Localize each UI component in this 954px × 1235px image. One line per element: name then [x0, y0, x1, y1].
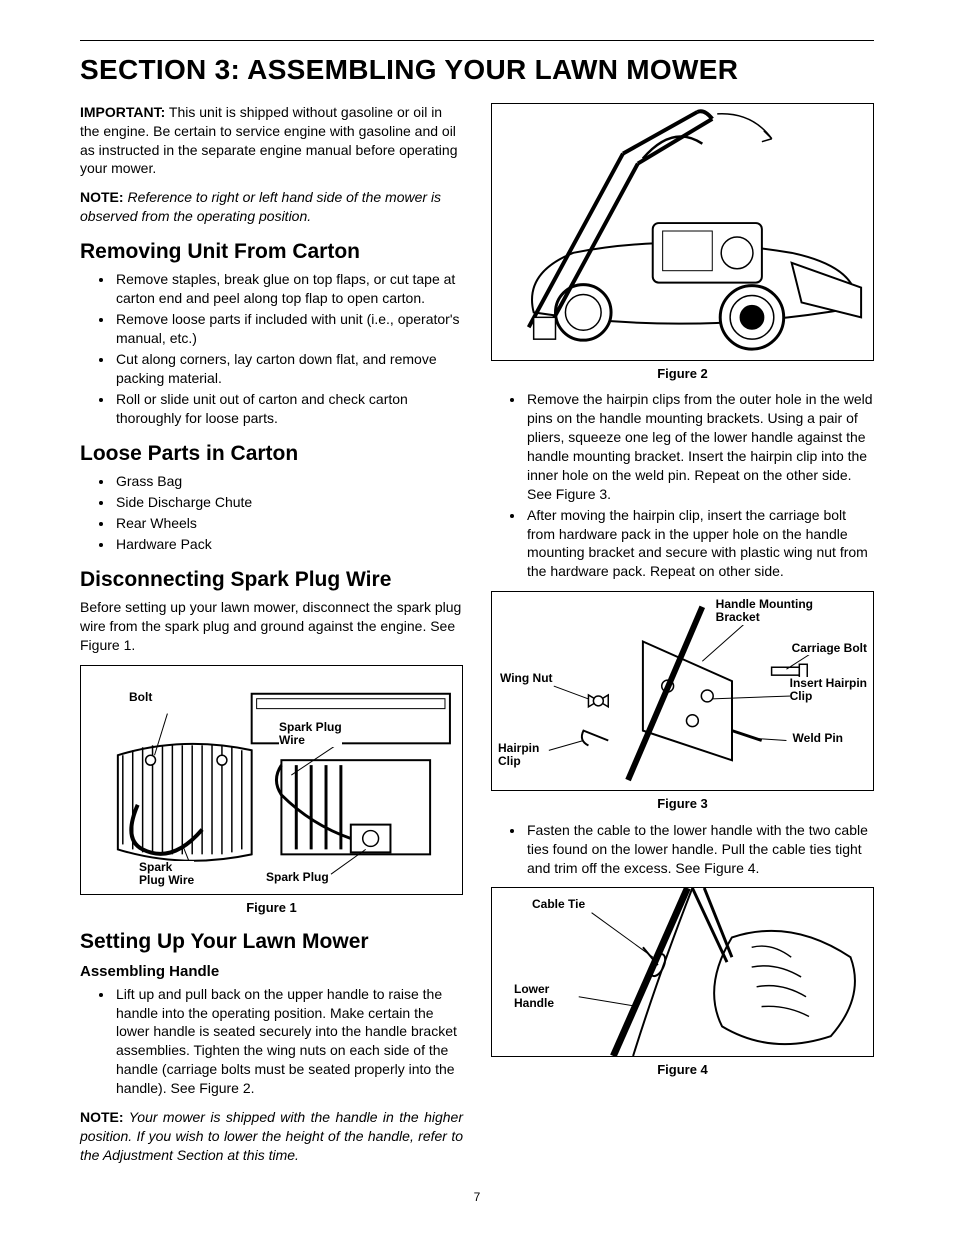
right-bullets-b: Fasten the cable to the lower handle wit… — [491, 821, 874, 878]
heading-setup-mower: Setting Up Your Lawn Mower — [80, 928, 463, 956]
note-label: NOTE: — [80, 189, 124, 205]
fig3-label-bracket: Handle Mounting Bracket — [716, 598, 813, 624]
figure-2-box — [491, 103, 874, 361]
note-handle-position: NOTE: Your mower is shipped with the han… — [80, 1108, 463, 1165]
heading-disconnect-spark: Disconnecting Spark Plug Wire — [80, 566, 463, 594]
figure-3-box: Handle Mounting Bracket Carriage Bolt Wi… — [491, 591, 874, 791]
important-note: IMPORTANT: This unit is shipped without … — [80, 103, 463, 179]
note2-label: NOTE: — [80, 1109, 124, 1125]
list-item: Roll or slide unit out of carton and che… — [114, 390, 463, 428]
note-side-reference: NOTE: Reference to right or left hand si… — [80, 188, 463, 226]
list-item: Remove the hairpin clips from the outer … — [525, 390, 874, 503]
list-item: Fasten the cable to the lower handle wit… — [525, 821, 874, 878]
list-item: Remove staples, break glue on top flaps,… — [114, 270, 463, 308]
fig4-label-cable-tie: Cable Tie — [532, 898, 585, 911]
fig1-label-spark-wire-top: Spark Plug Wire — [279, 721, 342, 747]
fig3-label-wing-nut: Wing Nut — [500, 672, 553, 685]
fig3-label-insert-hairpin: Insert Hairpin Clip — [790, 677, 867, 703]
fig1-label-spark-wire-bottom: Spark Plug Wire — [139, 861, 194, 887]
fig3-label-hairpin-clip: Hairpin Clip — [498, 742, 539, 768]
fig4-label-lower-handle: Lower Handle — [514, 983, 554, 1009]
list-item: Lift up and pull back on the upper handl… — [114, 985, 463, 1098]
fig3-label-weld-pin: Weld Pin — [793, 732, 843, 745]
important-label: IMPORTANT: — [80, 104, 165, 120]
heading-loose-parts: Loose Parts in Carton — [80, 440, 463, 468]
spark-intro: Before setting up your lawn mower, disco… — [80, 598, 463, 655]
heading-removing-unit: Removing Unit From Carton — [80, 238, 463, 266]
fig1-label-bolt: Bolt — [129, 691, 152, 704]
assembling-handle-list: Lift up and pull back on the upper handl… — [80, 985, 463, 1098]
list-item: After moving the hairpin clip, insert th… — [525, 506, 874, 582]
page-number: 7 — [80, 1189, 874, 1205]
list-item: Remove loose parts if included with unit… — [114, 310, 463, 348]
list-item: Rear Wheels — [114, 514, 463, 533]
loose-parts-list: Grass Bag Side Discharge Chute Rear Whee… — [80, 472, 463, 554]
list-item: Cut along corners, lay carton down flat,… — [114, 350, 463, 388]
list-item: Grass Bag — [114, 472, 463, 491]
removing-list: Remove staples, break glue on top flaps,… — [80, 270, 463, 427]
figure-2-caption: Figure 2 — [491, 365, 874, 383]
list-item: Hardware Pack — [114, 535, 463, 554]
heading-assembling-handle: Assembling Handle — [80, 962, 463, 982]
figure-1-caption: Figure 1 — [80, 899, 463, 917]
figure-4-box: Cable Tie Lower Handle — [491, 887, 874, 1057]
right-column: Figure 2 Remove the hairpin clips from t… — [491, 103, 874, 1175]
note-text: Reference to right or left hand side of … — [80, 189, 441, 224]
left-column: IMPORTANT: This unit is shipped without … — [80, 103, 463, 1175]
figure-1-box: Bolt Spark Plug Wire Spark Plug Wire Spa… — [80, 665, 463, 895]
figure-2-svg — [492, 104, 873, 360]
section-title: SECTION 3: ASSEMBLING YOUR LAWN MOWER — [80, 51, 874, 89]
top-rule — [80, 40, 874, 41]
two-column-layout: IMPORTANT: This unit is shipped without … — [80, 103, 874, 1175]
figure-4-caption: Figure 4 — [491, 1061, 874, 1079]
list-item: Side Discharge Chute — [114, 493, 463, 512]
figure-3-caption: Figure 3 — [491, 795, 874, 813]
fig3-label-carriage-bolt: Carriage Bolt — [792, 642, 867, 655]
right-bullets-a: Remove the hairpin clips from the outer … — [491, 390, 874, 581]
figure-4-svg — [492, 888, 873, 1056]
note2-text: Your mower is shipped with the handle in… — [80, 1109, 463, 1163]
fig1-label-spark-plug: Spark Plug — [266, 871, 329, 884]
